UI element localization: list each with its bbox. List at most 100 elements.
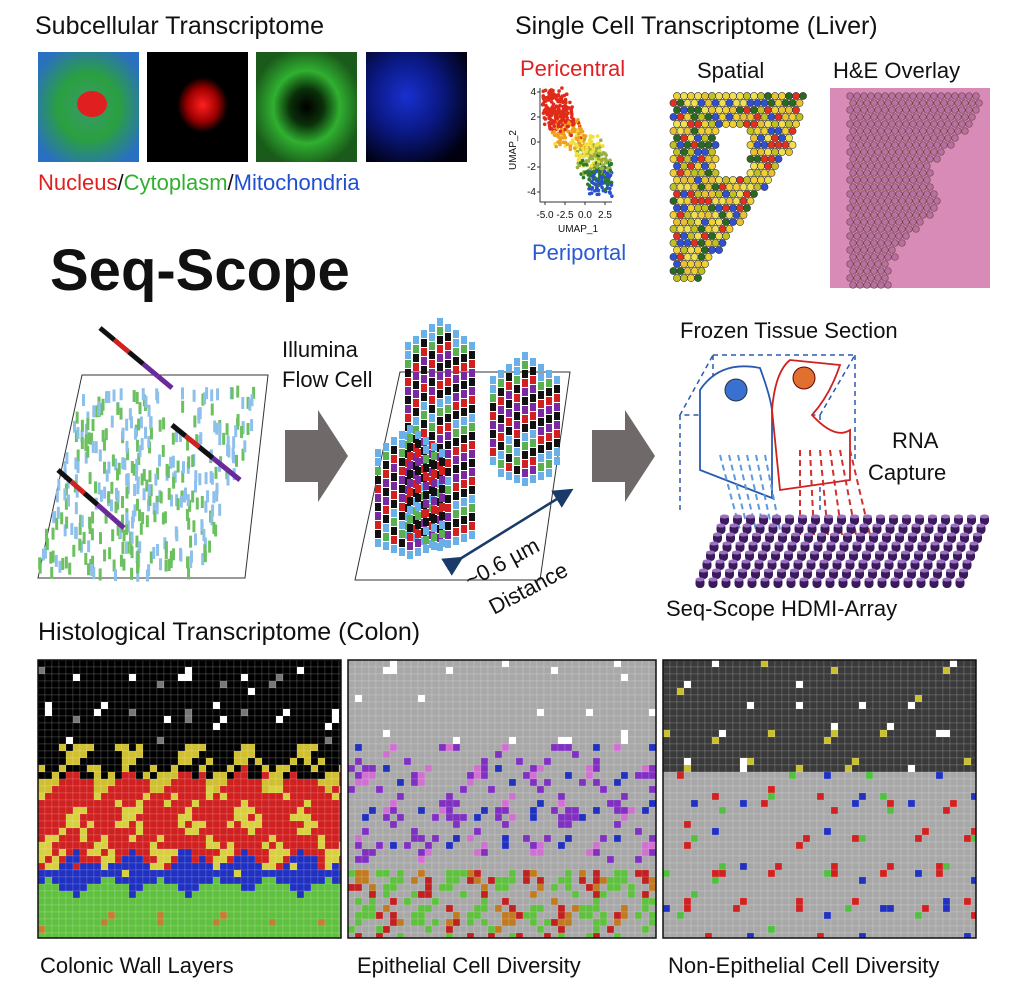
spot <box>613 687 622 696</box>
cell-outline <box>884 267 892 275</box>
axis-label: UMAP_1 <box>558 224 598 235</box>
spot <box>240 666 249 675</box>
cluster-block <box>453 420 459 428</box>
cell-outline <box>846 134 854 142</box>
spot <box>233 820 242 829</box>
spot <box>268 701 277 710</box>
spot <box>149 876 158 885</box>
spot <box>634 757 643 766</box>
cell-dot <box>725 197 734 205</box>
spot <box>317 673 326 682</box>
spot <box>205 834 214 843</box>
spot <box>93 806 102 815</box>
array-well-top <box>895 532 904 537</box>
cell-dot <box>581 163 586 167</box>
spot <box>240 820 249 829</box>
cell-dot <box>788 113 797 121</box>
spot <box>331 918 340 927</box>
cluster-block <box>490 412 496 420</box>
spot <box>296 862 305 871</box>
spot <box>641 750 650 759</box>
spot <box>198 918 207 927</box>
cell-dot <box>563 127 567 132</box>
array-well-top <box>755 523 765 528</box>
cell-outline <box>888 204 896 212</box>
spot <box>324 792 333 801</box>
cell-dot <box>596 177 601 181</box>
spot <box>606 659 615 668</box>
spot <box>417 708 426 717</box>
array-well-top <box>888 550 897 555</box>
spot <box>72 799 81 808</box>
cell-outline <box>933 127 941 135</box>
cell-dot <box>694 176 702 184</box>
spot <box>557 722 566 731</box>
spot <box>648 715 657 724</box>
cell-dot <box>550 105 555 109</box>
cluster-block <box>383 524 389 532</box>
spot <box>65 666 74 675</box>
array-well-top <box>949 559 959 564</box>
spot <box>282 904 291 913</box>
spot <box>128 862 137 871</box>
spot <box>268 687 277 696</box>
spot <box>529 764 538 773</box>
spot <box>149 694 158 703</box>
cluster-block <box>469 432 475 440</box>
spot <box>536 764 545 773</box>
cell-outline <box>916 204 924 212</box>
spot <box>184 785 193 794</box>
cell-dot <box>597 171 602 176</box>
spot <box>86 694 95 703</box>
array-well-top <box>943 541 953 546</box>
spot <box>212 918 221 927</box>
spot <box>275 925 284 934</box>
cell-dot <box>729 218 737 226</box>
spot <box>135 785 144 794</box>
cluster-block <box>490 421 496 429</box>
cluster-block <box>538 472 544 480</box>
cluster-block <box>421 366 427 374</box>
array-well-top <box>806 559 816 564</box>
cell-outline <box>856 141 864 149</box>
spot <box>261 876 270 885</box>
cell-dot <box>750 162 758 170</box>
spot <box>578 750 587 759</box>
spot <box>86 708 95 717</box>
spot <box>289 869 298 878</box>
spot <box>289 736 298 745</box>
spot <box>375 680 384 689</box>
spot <box>149 806 158 815</box>
spot <box>58 911 67 920</box>
cluster-block <box>375 503 381 511</box>
spot <box>317 918 326 927</box>
spot <box>233 785 242 794</box>
spot <box>86 743 95 752</box>
spot <box>135 694 144 703</box>
cell-dot <box>778 106 786 114</box>
cell-outline <box>874 246 882 254</box>
cell-outline <box>881 274 889 282</box>
spot <box>410 736 419 745</box>
spot <box>310 743 319 752</box>
spot <box>58 771 67 780</box>
cluster-block <box>399 467 405 475</box>
spot <box>368 736 377 745</box>
spot <box>79 771 88 780</box>
spot <box>58 890 67 899</box>
spot <box>233 925 242 934</box>
cluster-block <box>530 376 536 384</box>
spot <box>240 876 249 885</box>
spot <box>445 673 454 682</box>
spot <box>226 680 235 689</box>
spot <box>226 897 235 906</box>
spot <box>550 708 559 717</box>
spot <box>501 722 510 731</box>
spot <box>219 841 228 850</box>
spot <box>613 680 622 689</box>
spot <box>324 764 333 773</box>
spot <box>331 855 340 864</box>
spot <box>240 911 249 920</box>
y-tick-label: -2 <box>527 162 536 173</box>
y-tick-label: -4 <box>527 187 536 198</box>
